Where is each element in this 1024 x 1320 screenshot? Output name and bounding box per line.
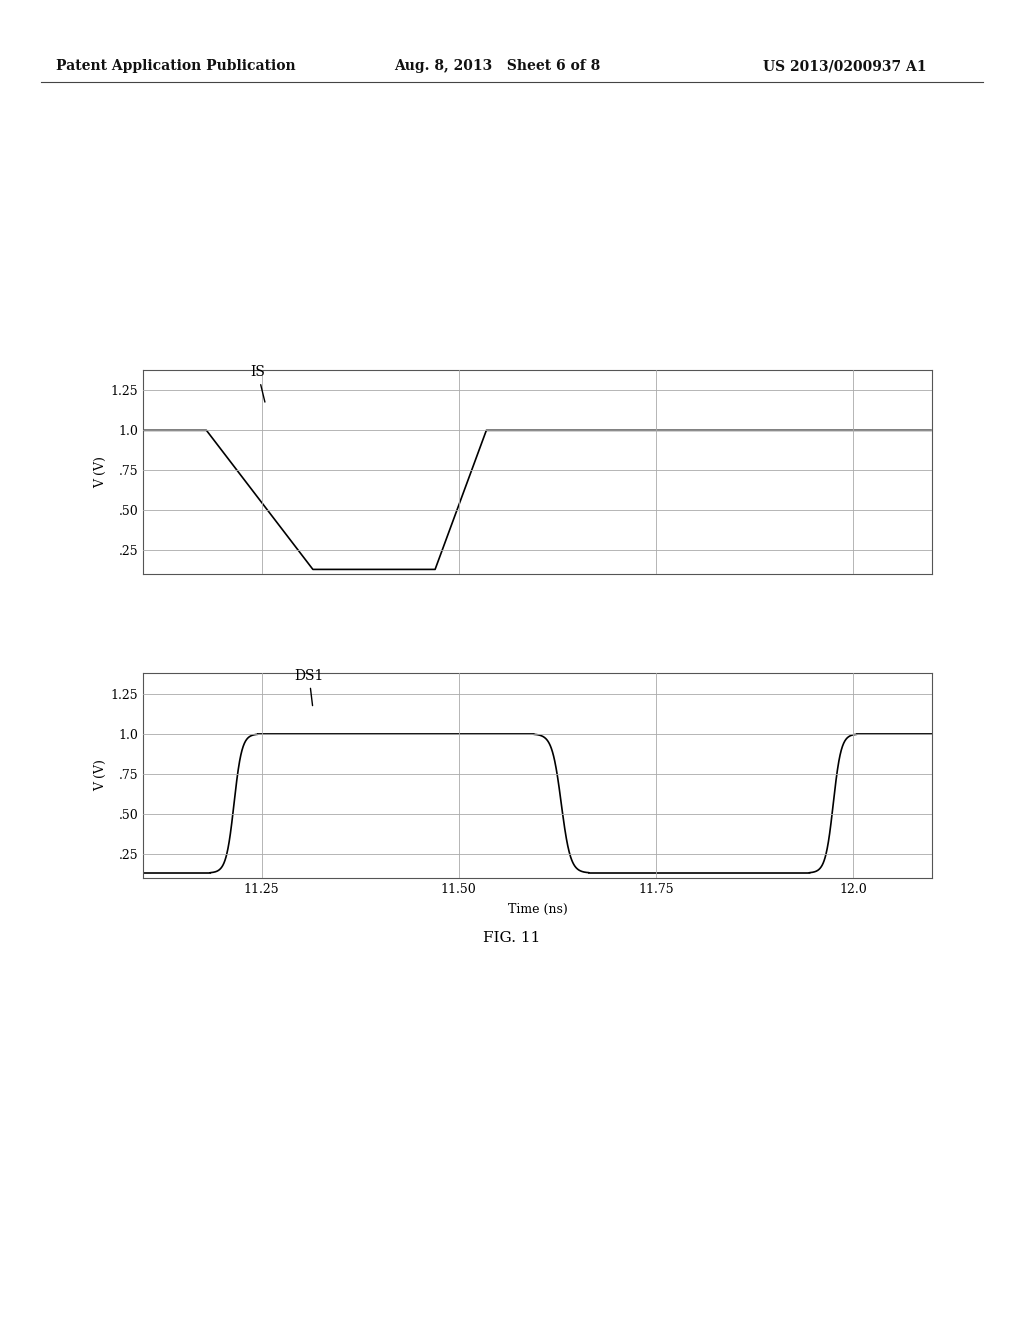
Text: FIG. 11: FIG. 11 (483, 931, 541, 945)
Y-axis label: V (V): V (V) (94, 759, 106, 792)
Text: IS: IS (250, 366, 265, 403)
Text: DS1: DS1 (294, 669, 324, 706)
Text: US 2013/0200937 A1: US 2013/0200937 A1 (763, 59, 927, 74)
X-axis label: Time (ns): Time (ns) (508, 903, 567, 916)
Text: Aug. 8, 2013   Sheet 6 of 8: Aug. 8, 2013 Sheet 6 of 8 (394, 59, 600, 74)
Text: Patent Application Publication: Patent Application Publication (56, 59, 296, 74)
Y-axis label: V (V): V (V) (94, 455, 106, 488)
